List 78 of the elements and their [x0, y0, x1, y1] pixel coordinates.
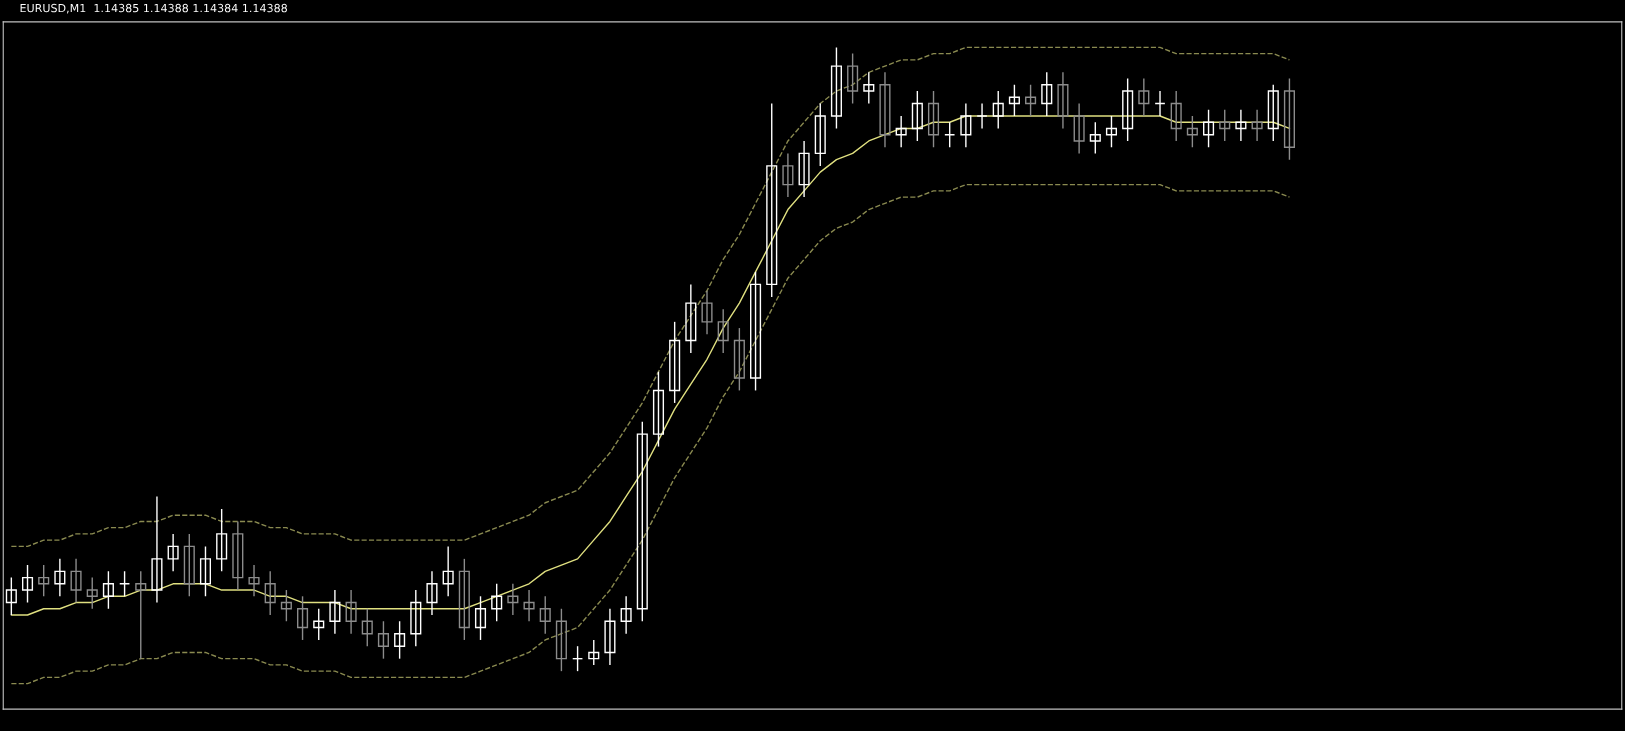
candlestick [21, 564, 34, 604]
candlestick [830, 46, 842, 130]
candlestick [685, 283, 697, 354]
candlestick [1122, 77, 1134, 142]
candlestick [1170, 90, 1182, 142]
candlestick [976, 102, 988, 130]
candlestick [102, 570, 114, 610]
candlestick [701, 289, 713, 336]
candlestick [119, 570, 131, 597]
candlestick [474, 595, 487, 641]
candlestick [394, 620, 406, 660]
candlestick [750, 271, 762, 392]
candlestick [636, 420, 648, 622]
candlestick [652, 371, 665, 448]
candlestick [555, 608, 567, 672]
candlestick [604, 608, 616, 666]
candlestick [313, 608, 325, 641]
candlestick [280, 589, 292, 622]
candlestick [766, 102, 778, 298]
candlestick [960, 102, 972, 148]
candlestick [491, 583, 503, 622]
candlestick [669, 321, 681, 404]
candlestick [1235, 109, 1247, 142]
candlestick [1089, 121, 1101, 155]
candlestick [442, 545, 454, 597]
candlestick [717, 308, 729, 354]
candlestick [1025, 84, 1037, 117]
candlestick [345, 589, 357, 635]
candlestick [70, 558, 82, 604]
candlestick [199, 545, 212, 597]
candlestick [1073, 102, 1085, 155]
candlestick [895, 115, 907, 148]
candlestick [135, 570, 147, 660]
candlestick [410, 589, 422, 647]
candlestick [588, 639, 600, 666]
candlestick [1267, 84, 1279, 142]
candlestick [1008, 84, 1020, 117]
candlestick [264, 570, 276, 616]
candlestick [167, 533, 179, 573]
candlestick [86, 576, 98, 610]
candlestick [458, 558, 470, 641]
candlestick [539, 595, 551, 635]
candlestick [248, 564, 260, 597]
candlestick [297, 595, 309, 641]
candlestick [1219, 109, 1231, 142]
candlestick [911, 90, 923, 142]
candlestick [814, 102, 826, 167]
candlestick [329, 589, 341, 635]
candlestick [151, 495, 163, 604]
candlestick [232, 520, 244, 591]
candlestick [426, 570, 438, 616]
candlestick [798, 140, 810, 198]
candlestick [1057, 71, 1069, 130]
candlestick [38, 564, 50, 597]
candlestick [1203, 109, 1215, 148]
candlestick [863, 71, 875, 105]
candlestick [620, 595, 632, 635]
candlestick [1283, 77, 1295, 161]
candlestick [1105, 115, 1118, 148]
candlestick [377, 620, 389, 660]
candlestick [507, 583, 519, 616]
candlestick [54, 558, 66, 597]
candlestick [1041, 71, 1053, 117]
candlestick [1251, 109, 1263, 142]
candlestick [361, 608, 373, 647]
candlestick [782, 152, 794, 198]
candlestick [216, 508, 228, 573]
candlestick [847, 52, 859, 105]
chart-title: EURUSD,M1 1.14385 1.14388 1.14384 1.14388 [20, 3, 287, 14]
candlestick [183, 533, 195, 597]
candlestick [1186, 115, 1198, 148]
candlestick [1138, 77, 1150, 117]
candlestick [879, 71, 891, 148]
candlestick [927, 90, 940, 148]
candlestick [5, 576, 17, 616]
candlestick [523, 589, 535, 622]
candlestick [733, 327, 745, 392]
candlestick [992, 90, 1004, 130]
